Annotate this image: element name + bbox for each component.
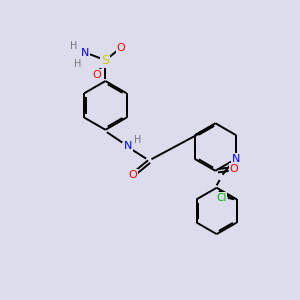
Text: H: H [134, 135, 142, 145]
Text: S: S [101, 54, 110, 67]
Text: H: H [74, 59, 82, 69]
Text: H: H [70, 41, 77, 51]
Text: O: O [92, 70, 101, 80]
Text: N: N [80, 48, 89, 58]
Text: O: O [230, 164, 238, 174]
Text: N: N [232, 154, 240, 164]
Text: O: O [128, 170, 137, 180]
Text: N: N [124, 141, 132, 151]
Text: O: O [116, 43, 125, 53]
Text: Cl: Cl [216, 193, 226, 203]
